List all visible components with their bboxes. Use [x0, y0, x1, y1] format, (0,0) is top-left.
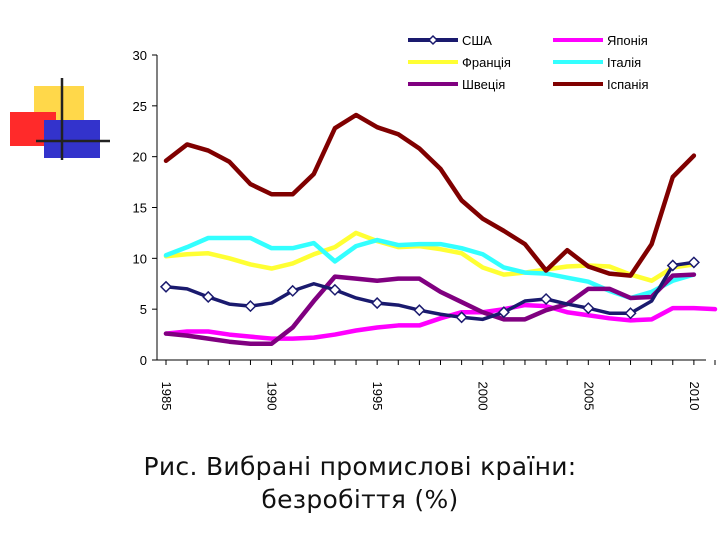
- series-point-marker: [687, 256, 700, 269]
- figure-caption-line-2: безробіття (%): [261, 485, 459, 514]
- series-line: [163, 302, 718, 341]
- y-tick-label: 10: [133, 251, 147, 266]
- series-point-marker: [582, 302, 595, 315]
- series-point-marker: [413, 304, 426, 317]
- series-point-marker: [244, 300, 257, 313]
- y-tick-label: 30: [133, 48, 147, 63]
- legend-label: США: [462, 33, 492, 48]
- decoration-blue-square: [44, 120, 100, 158]
- legend-label: Франція: [462, 55, 511, 70]
- x-tick-label: 2010: [687, 382, 702, 411]
- series-point-marker: [202, 290, 215, 304]
- legend-label: Італія: [607, 55, 641, 70]
- x-tick-label: 2000: [476, 382, 491, 411]
- legend-label: Швеція: [462, 77, 505, 92]
- figure-caption-line-1: Рис. Вибрані промислові країни:: [143, 452, 577, 481]
- series-point-marker: [328, 283, 341, 296]
- x-tick-label: 1985: [159, 382, 174, 411]
- legend-label: Японія: [607, 33, 648, 48]
- legend-marker: [427, 34, 439, 46]
- series-point-marker: [455, 311, 468, 324]
- y-tick-label: 15: [133, 201, 147, 216]
- x-tick-label: 2005: [581, 382, 596, 411]
- chart-series: [159, 112, 718, 346]
- y-tick-label: 25: [133, 99, 147, 114]
- x-tick-label: 1990: [265, 382, 280, 411]
- y-tick-label: 20: [133, 150, 147, 165]
- series-line: [163, 112, 697, 278]
- series-line: [163, 272, 697, 346]
- slide-decoration: [10, 78, 110, 160]
- series-point-marker: [624, 307, 637, 320]
- chart-axes: 0 5 10 15 20 25 30 1985 1990 1995 2000 2005 2010: [133, 48, 716, 411]
- series-point-marker: [159, 280, 173, 293]
- series-line: [163, 230, 697, 283]
- series-point-marker: [286, 284, 299, 297]
- y-tick-label: 5: [140, 302, 147, 317]
- series-point-marker: [540, 292, 553, 306]
- legend-label: Іспанія: [607, 77, 649, 92]
- series-point-marker: [371, 297, 384, 310]
- unemployment-chart: 0 5 10 15 20 25 30 1985 1990 1995 2000 2005 2010 США…: [133, 33, 718, 411]
- y-tick-label: 0: [140, 353, 147, 368]
- series-point-marker: [497, 306, 510, 319]
- x-tick-label: 1995: [370, 382, 385, 411]
- chart-legend: США Японія Франція Італія Швеція Іспанія: [408, 33, 649, 92]
- series-point-marker: [666, 259, 679, 272]
